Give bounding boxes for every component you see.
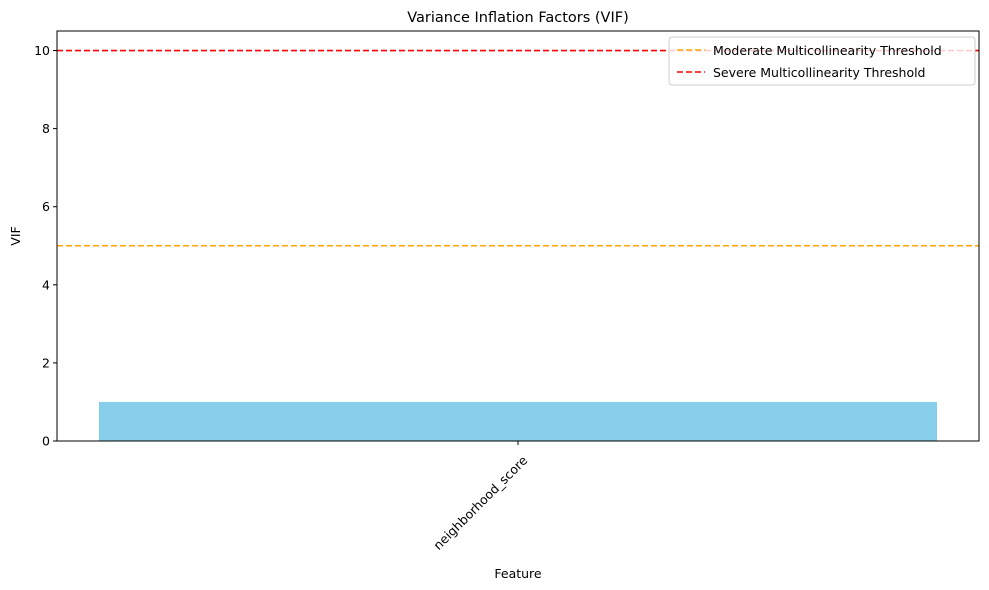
x-axis-label: Feature (494, 566, 542, 581)
y-axis-label: VIF (8, 226, 23, 245)
y-tick-label: 8 (42, 121, 50, 136)
y-tick-label: 0 (42, 434, 50, 449)
y-tick-label: 4 (42, 277, 50, 292)
legend: Moderate Multicollinearity Threshold Sev… (668, 36, 976, 86)
y-axis: 0 2 4 6 8 10 (34, 43, 57, 449)
bars-layer (99, 401, 937, 441)
plot-frame (56, 30, 980, 442)
x-axis: neighborhood_score (430, 441, 531, 553)
bar-neighborhood_score (99, 401, 937, 441)
y-tick-label: 6 (42, 199, 50, 214)
y-tick-label: 2 (42, 355, 50, 370)
x-tick-label: neighborhood_score (430, 452, 530, 552)
legend-label-moderate: Moderate Multicollinearity Threshold (713, 43, 942, 58)
y-tick-label: 10 (34, 43, 50, 58)
legend-frame (668, 36, 976, 86)
legend-label-severe: Severe Multicollinearity Threshold (713, 65, 926, 80)
chart-title: Variance Inflation Factors (VIF) (407, 10, 629, 26)
